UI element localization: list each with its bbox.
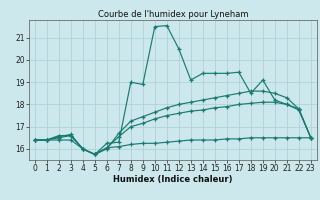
Title: Courbe de l'humidex pour Lyneham: Courbe de l'humidex pour Lyneham: [98, 10, 248, 19]
X-axis label: Humidex (Indice chaleur): Humidex (Indice chaleur): [113, 175, 233, 184]
